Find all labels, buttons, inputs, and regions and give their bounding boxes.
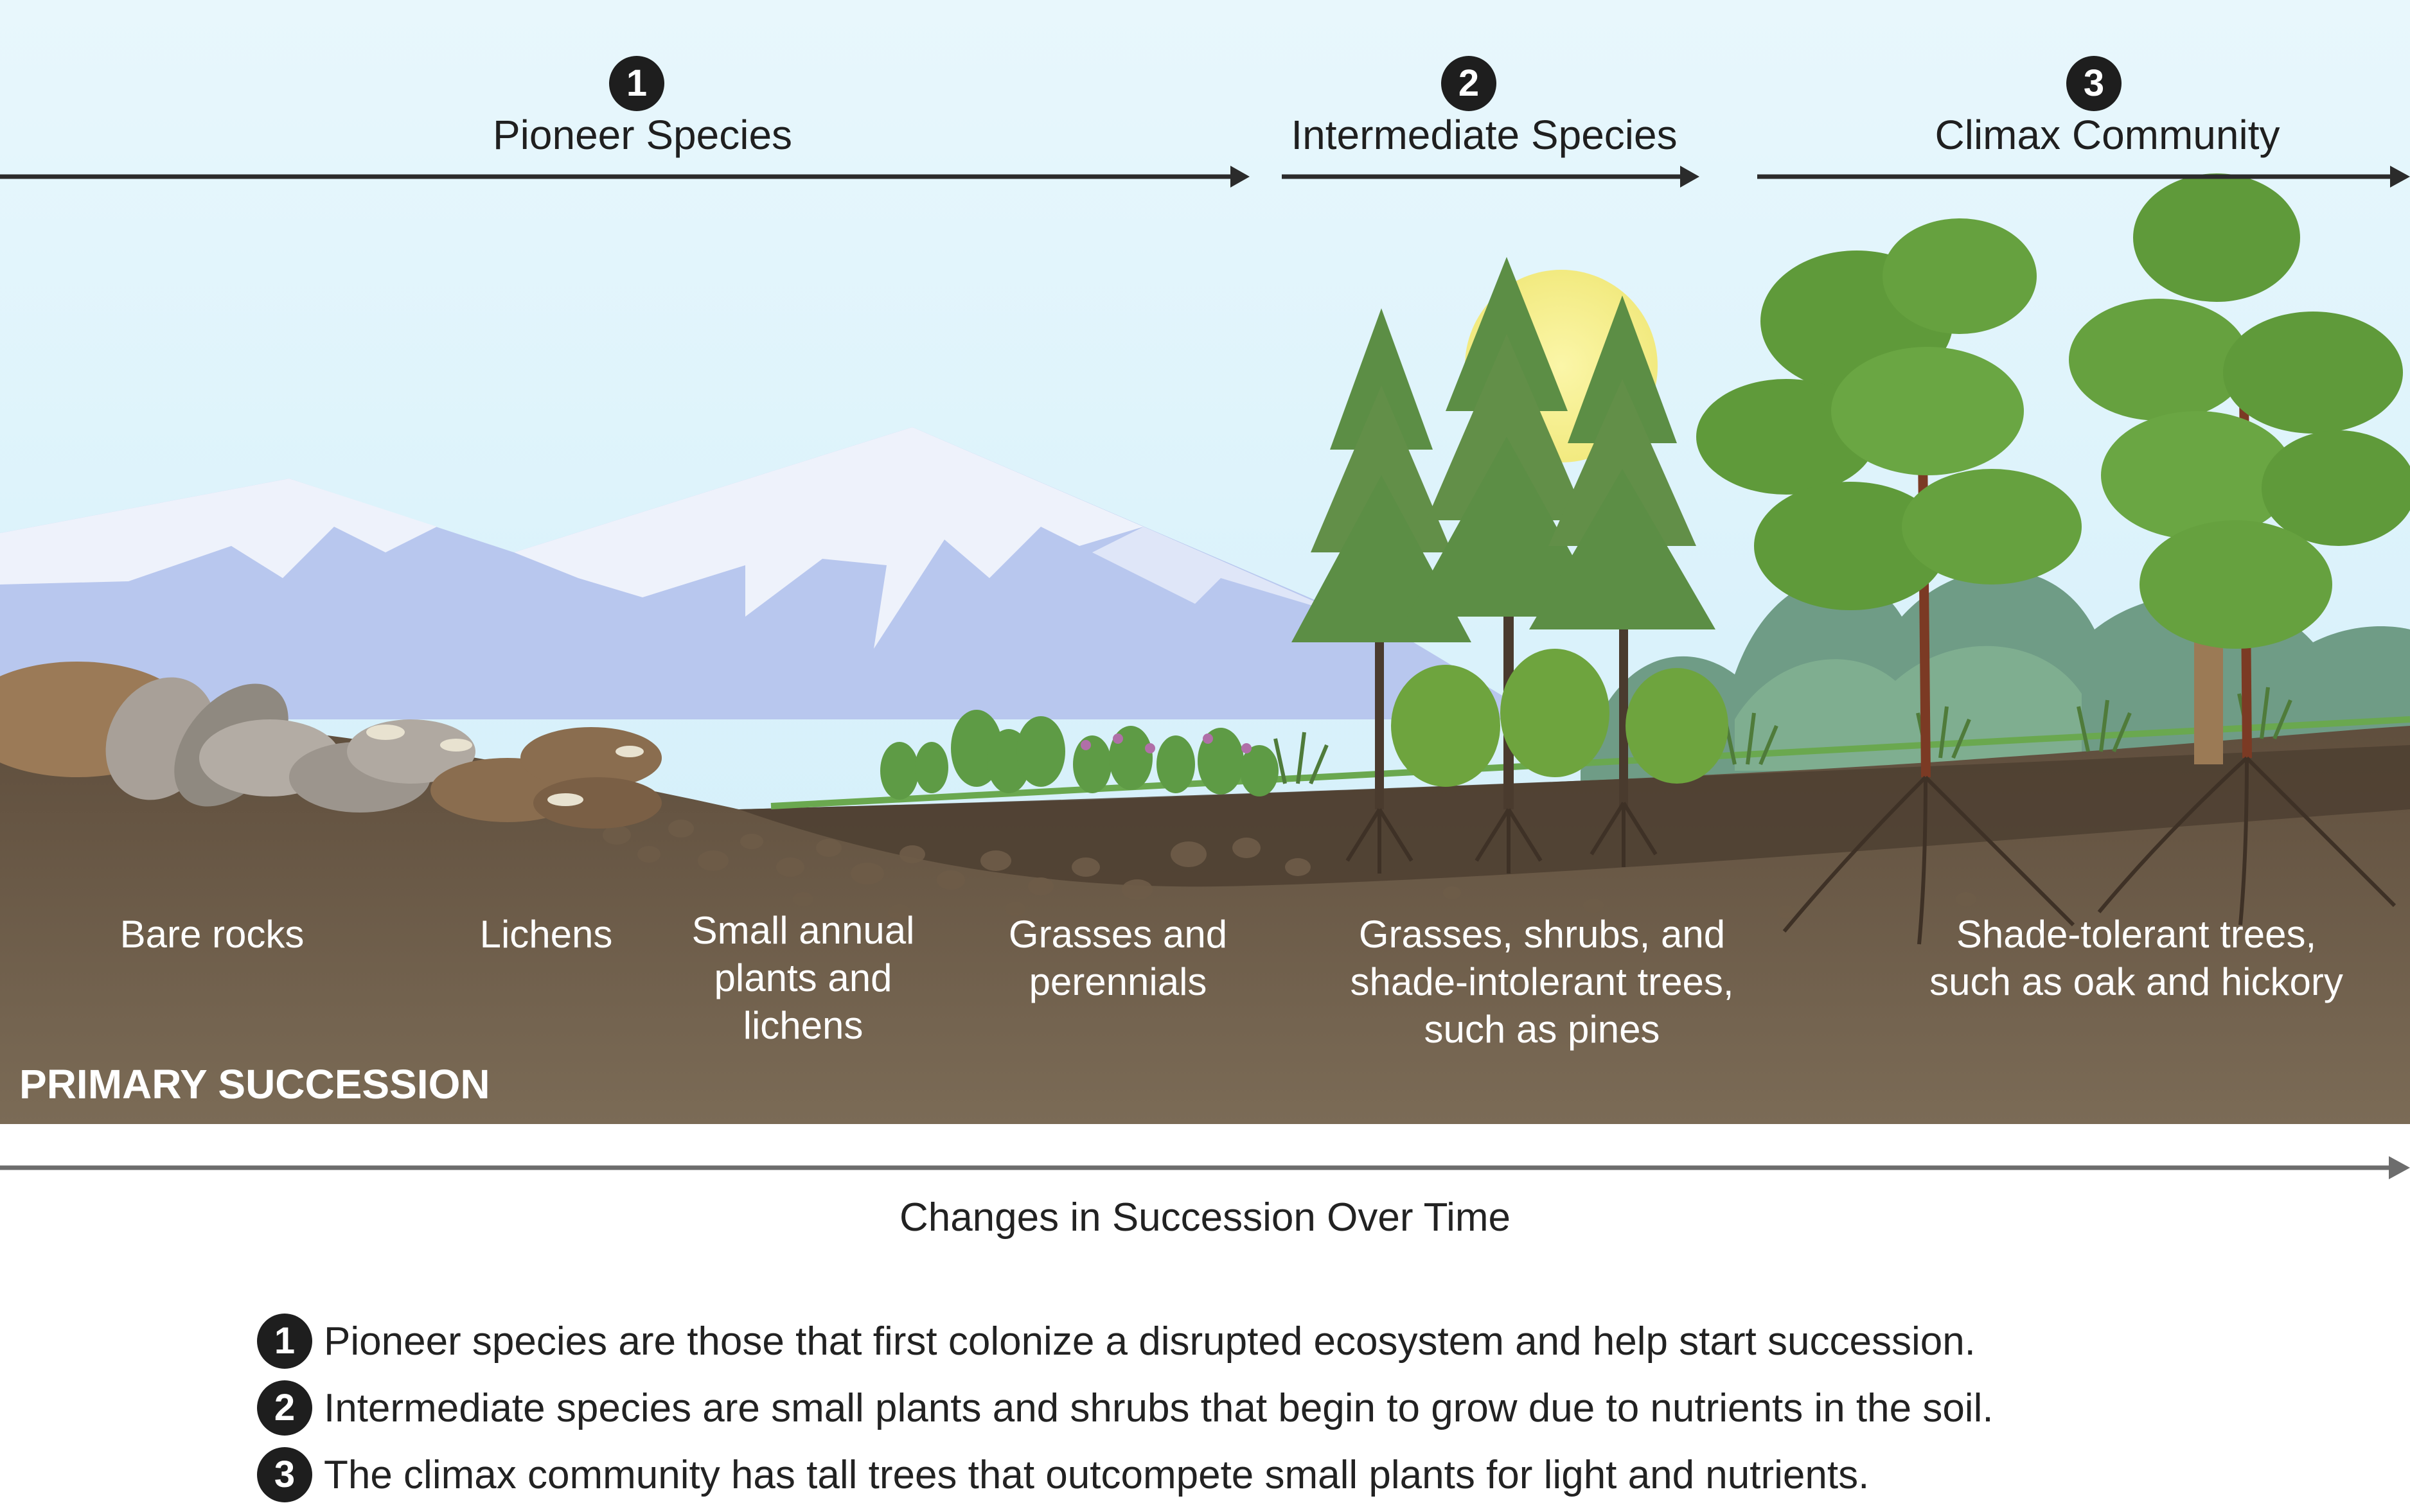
note-2-text: Intermediate species are small plants an…	[324, 1385, 1994, 1430]
time-axis	[0, 1156, 2410, 1179]
roots	[1345, 756, 2397, 945]
stage-1-badge: 1	[609, 56, 664, 111]
stage-2-badge: 2	[1441, 56, 1496, 111]
stage-1-title: Pioneer Species	[492, 112, 793, 158]
stage-2-title: Intermediate Species	[1291, 112, 1678, 158]
label-shade-tolerant-trees: Shade-tolerant trees, such as oak and hi…	[1929, 913, 2343, 1003]
note-1-badge: 1	[257, 1314, 312, 1369]
note-pioneer: 1 Pioneer species are those that first c…	[257, 1312, 1976, 1370]
note-3-badge: 3	[257, 1447, 312, 1502]
note-3-text: The climax community has tall trees that…	[324, 1452, 1870, 1497]
label-bare-rocks: Bare rocks	[120, 913, 305, 956]
stage-3-title: Climax Community	[1935, 112, 2280, 158]
pine-tree	[1529, 295, 1715, 809]
hickory-tree	[2069, 173, 2410, 764]
note-1-text: Pioneer species are those that first col…	[324, 1319, 1976, 1364]
label-grasses-shrubs-pines: Grasses, shrubs, and shade-intolerant tr…	[1350, 913, 1734, 1051]
note-2-badge: 2	[257, 1380, 312, 1436]
broadleaf-trees	[1696, 173, 2410, 777]
small-plants	[770, 687, 2410, 809]
time-axis-label: Changes in Succession Over Time	[899, 1195, 1511, 1240]
bare-rocks	[0, 662, 662, 829]
oak-tree	[1696, 218, 2082, 777]
label-lichens: Lichens	[479, 913, 613, 956]
label-small-annual-plants: Small annual plants and lichens	[691, 909, 915, 1047]
mountains	[0, 427, 1542, 719]
note-climax: 3 The climax community has tall trees th…	[257, 1446, 1869, 1504]
pebbles	[603, 820, 1976, 920]
stage-3-badge: 3	[2066, 56, 2122, 111]
shrubs	[1391, 649, 1728, 787]
stage-arrows	[0, 166, 2410, 188]
primary-succession-title: PRIMARY SUCCESSION	[19, 1061, 490, 1107]
note-intermediate: 2 Intermediate species are small plants …	[257, 1379, 1994, 1437]
label-grasses-perennials: Grasses and perennials	[1008, 913, 1228, 1003]
topsoil-band	[739, 745, 2410, 887]
